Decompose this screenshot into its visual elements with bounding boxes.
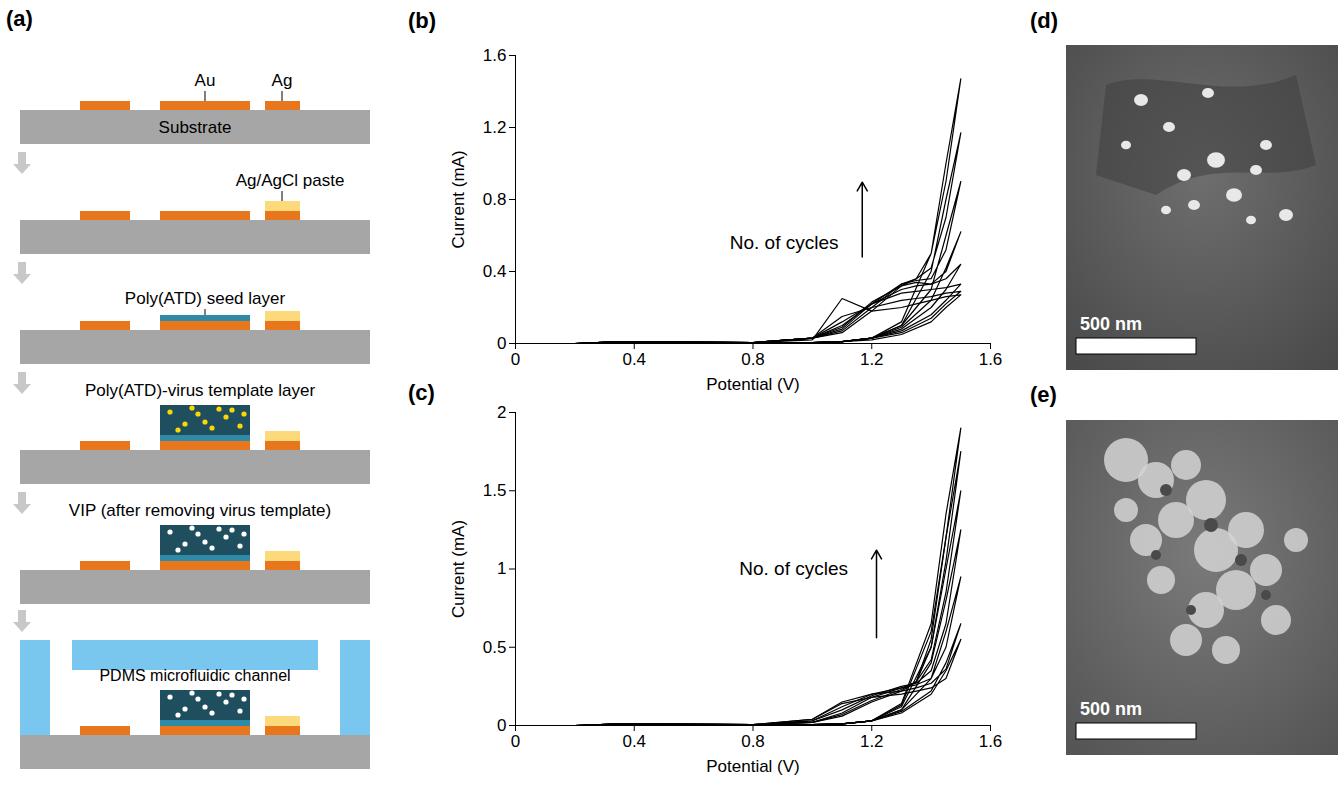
html-text:(c): (c) xyxy=(408,380,435,405)
html-text:(e): (e) xyxy=(1030,382,1057,407)
svg-text:1.6: 1.6 xyxy=(979,350,1003,369)
svg-text:0.4: 0.4 xyxy=(622,732,646,751)
svg-text:Current (mA): Current (mA) xyxy=(449,150,468,248)
html-text:(b): (b) xyxy=(408,8,437,33)
svg-text:Substrate: Substrate xyxy=(159,118,232,137)
svg-text:Ag: Ag xyxy=(272,71,293,90)
svg-text:0: 0 xyxy=(497,716,506,735)
svg-text:0: 0 xyxy=(511,350,520,369)
svg-text:0.8: 0.8 xyxy=(483,190,507,209)
svg-text:0.8: 0.8 xyxy=(741,350,765,369)
svg-text:Potential (V): Potential (V) xyxy=(706,757,800,776)
svg-text:500 nm: 500 nm xyxy=(1080,314,1142,334)
svg-text:VIP (after removing virus temp: VIP (after removing virus template) xyxy=(69,501,331,520)
svg-text:1.6: 1.6 xyxy=(979,732,1003,751)
html-text:(d): (d) xyxy=(1030,8,1059,33)
svg-text:Current (mA): Current (mA) xyxy=(449,520,468,618)
svg-text:PDMS microfluidic channel: PDMS microfluidic channel xyxy=(99,667,290,684)
svg-text:1.6: 1.6 xyxy=(483,46,507,65)
svg-text:1.5: 1.5 xyxy=(483,481,507,500)
svg-text:500 nm: 500 nm xyxy=(1080,699,1142,719)
svg-text:0.5: 0.5 xyxy=(483,638,507,657)
svg-text:1: 1 xyxy=(497,559,506,578)
svg-text:1.2: 1.2 xyxy=(860,732,884,751)
svg-text:0: 0 xyxy=(511,732,520,751)
svg-text:0: 0 xyxy=(497,334,506,353)
svg-text:Poly(ATD)-virus template layer: Poly(ATD)-virus template layer xyxy=(85,381,316,400)
svg-text:Poly(ATD) seed layer: Poly(ATD) seed layer xyxy=(125,289,286,308)
svg-text:1.2: 1.2 xyxy=(483,118,507,137)
svg-text:0.8: 0.8 xyxy=(741,732,765,751)
svg-text:0.4: 0.4 xyxy=(622,350,646,369)
svg-text:2: 2 xyxy=(497,403,506,422)
svg-text:Ag/AgCl paste: Ag/AgCl paste xyxy=(236,171,345,190)
svg-text:No. of cycles: No. of cycles xyxy=(730,232,839,253)
html-text:(a): (a) xyxy=(6,6,33,31)
svg-text:No. of cycles: No. of cycles xyxy=(739,558,848,579)
svg-text:Potential (V): Potential (V) xyxy=(706,375,800,394)
svg-text:Au: Au xyxy=(195,71,216,90)
svg-text:0.4: 0.4 xyxy=(483,262,507,281)
svg-text:1.2: 1.2 xyxy=(860,350,884,369)
